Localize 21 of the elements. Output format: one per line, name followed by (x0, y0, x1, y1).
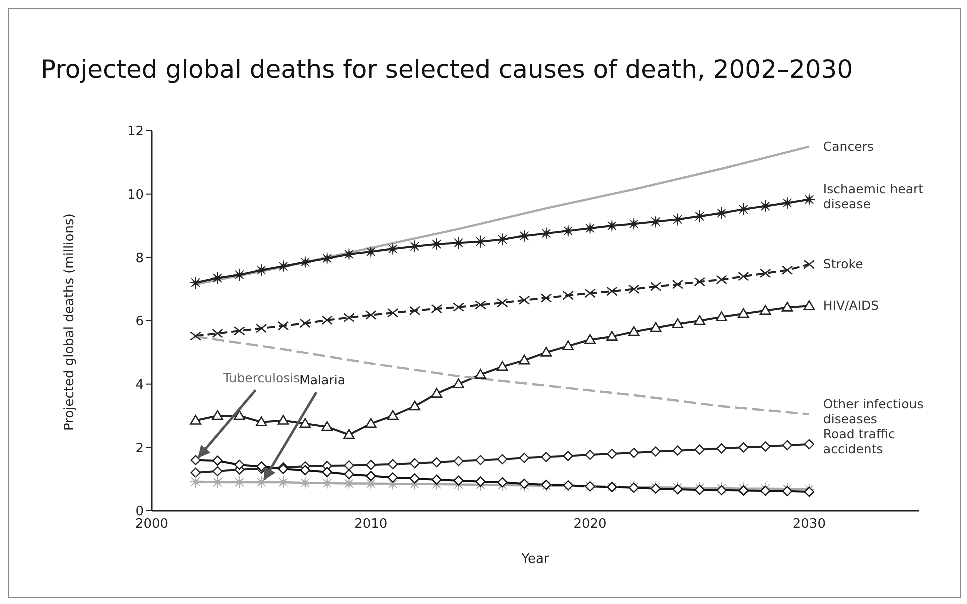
y-tick-label: 4 (136, 378, 144, 393)
x-tick-label: 2030 (792, 517, 826, 532)
annotation: Malaria (300, 372, 346, 388)
series-label: Road traffic accidents (823, 426, 896, 456)
y-tick-label: 8 (136, 251, 144, 266)
y-tick-label: 12 (127, 124, 144, 140)
y-tick-label: 10 (127, 188, 144, 203)
y-tick-label: 2 (136, 441, 144, 456)
y-axis-title: Projected global deaths (millions) (62, 214, 78, 431)
series-label: Ischaemic heart disease (823, 182, 924, 212)
x-axis-title: Year (520, 552, 550, 567)
chart-title: Projected global deaths for selected causes of death, 2002–2030 (41, 55, 854, 84)
series-label: HIV/AIDS (823, 298, 880, 314)
series-label: Cancers (823, 138, 874, 154)
x-tick-label: 2000 (135, 517, 169, 532)
x-tick-label: 2010 (354, 517, 388, 532)
y-tick-label: 6 (136, 314, 144, 330)
series-label: Stroke (823, 256, 864, 272)
series-label: Other infectious diseases (823, 396, 924, 426)
annotation: Tuberculosis (222, 370, 300, 386)
x-tick-label: 2020 (574, 517, 607, 532)
